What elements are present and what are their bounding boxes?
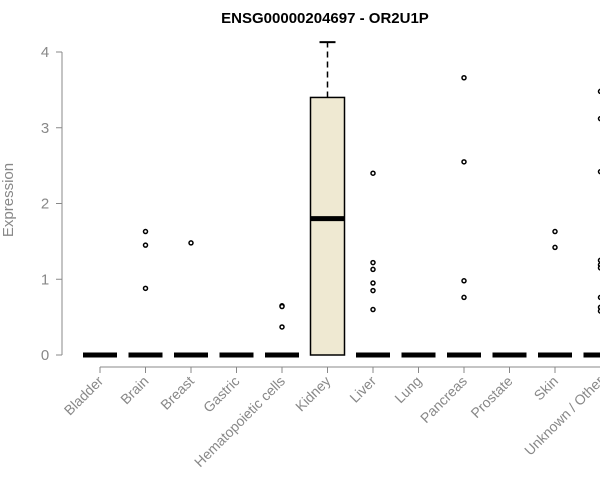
box-pancreas — [447, 75, 481, 358]
box-unknown-other — [583, 88, 600, 358]
outlier-point — [370, 287, 376, 294]
box-breast — [174, 240, 208, 358]
chart-title: ENSG00000204697 - OR2U1P — [221, 10, 429, 27]
x-tick-label: Brain — [117, 373, 151, 407]
outlier-point — [461, 294, 467, 301]
outlier-point — [142, 242, 149, 248]
box-hematopoietic-cells — [265, 303, 299, 358]
outlier-point — [461, 75, 467, 81]
x-tick-label: Kidney — [292, 373, 334, 415]
x-tick-label: Breast — [157, 373, 197, 413]
outlier-point — [142, 228, 149, 235]
x-tick-label: Gastric — [200, 373, 243, 416]
outlier-point — [279, 324, 285, 330]
outlier-point — [370, 280, 376, 286]
x-tick-label: Lung — [391, 373, 424, 406]
x-tick-label: Pancreas — [417, 373, 470, 426]
box-rect — [309, 96, 346, 356]
outlier-point — [552, 228, 558, 235]
outlier-point — [370, 306, 376, 313]
y-tick-label: 4 — [41, 44, 49, 61]
outlier-point — [279, 303, 285, 310]
box-liver — [356, 170, 390, 358]
y-tick-label: 3 — [41, 120, 49, 137]
y-tick-label: 0 — [41, 347, 49, 364]
y-tick-label: 2 — [41, 196, 49, 213]
y-axis: 0 1 2 3 4 — [41, 44, 63, 364]
x-tick-label: Unknown / Other — [521, 373, 600, 459]
y-tick-label: 1 — [41, 271, 49, 288]
outlier-point — [370, 266, 376, 273]
outlier-point — [461, 159, 467, 165]
outlier-point — [461, 278, 467, 284]
outlier-point — [370, 259, 376, 266]
box-brain — [128, 228, 163, 358]
x-tick-label: Skin — [531, 373, 562, 404]
x-tick-label: Prostate — [467, 373, 515, 421]
box-kidney — [309, 41, 346, 356]
outlier-point — [188, 240, 194, 246]
box-skin — [538, 228, 572, 358]
outlier-point — [552, 244, 558, 251]
y-axis-label: Expression — [0, 163, 17, 237]
x-tick-label: Liver — [346, 373, 379, 406]
x-tick-label: Hematopoietic cells — [191, 373, 288, 470]
outlier-point — [142, 285, 149, 292]
boxes — [83, 41, 600, 358]
x-tick-label: Bladder — [61, 373, 107, 419]
outlier-point — [370, 170, 376, 176]
